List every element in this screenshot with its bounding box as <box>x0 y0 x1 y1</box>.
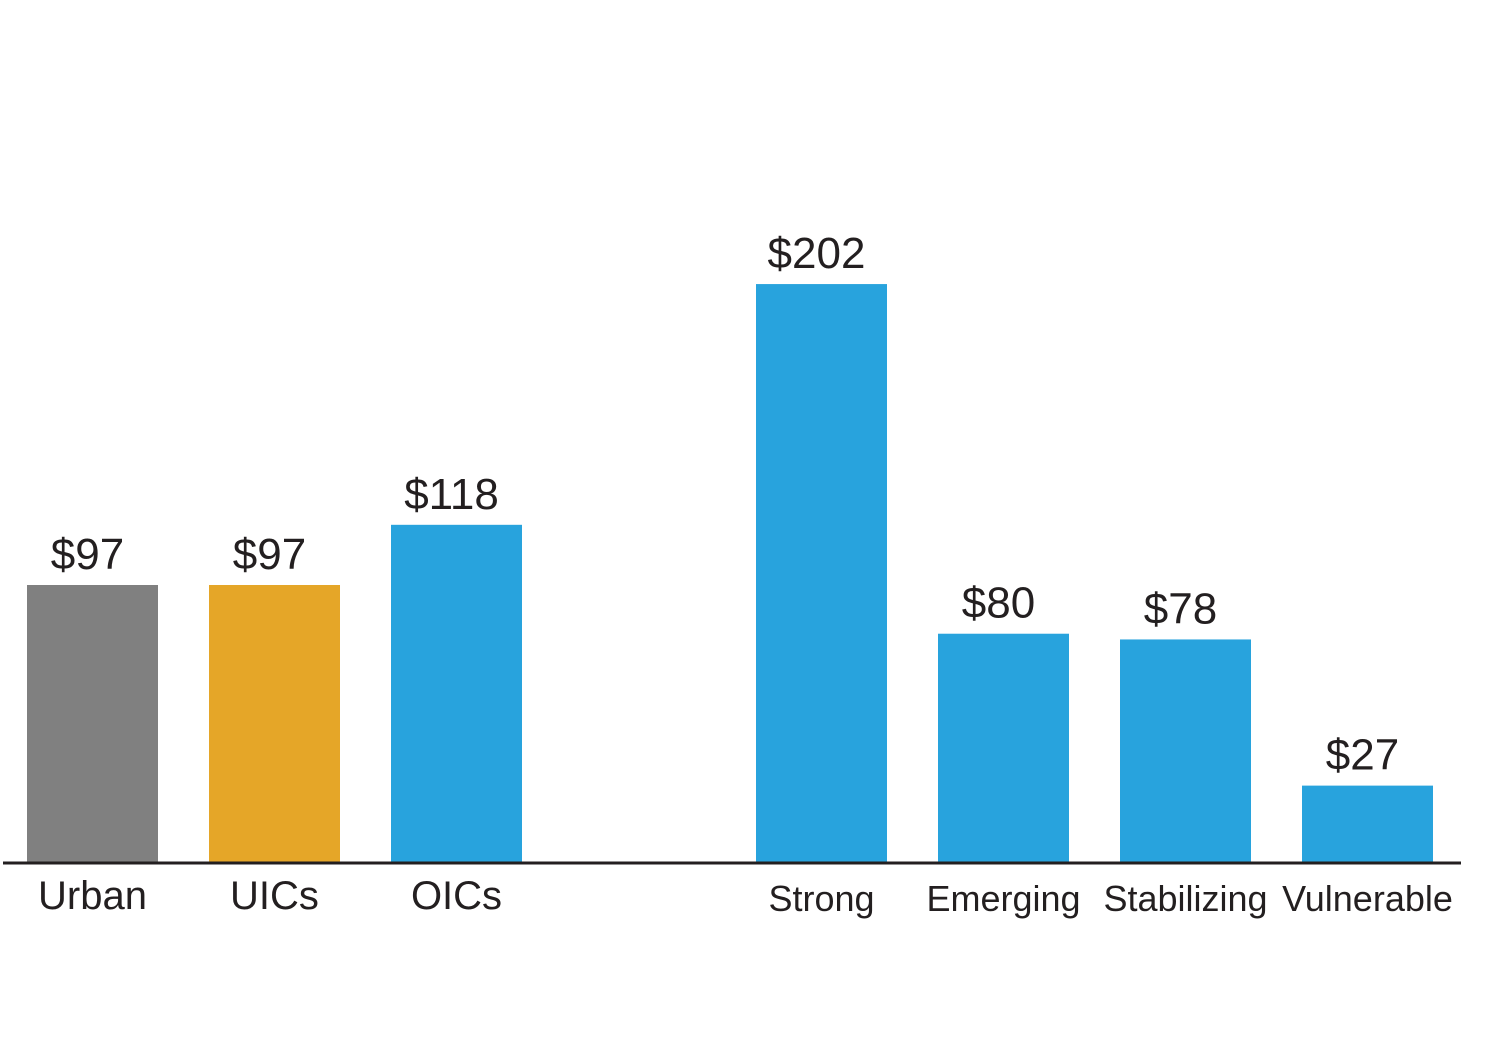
category-label-uics: UICs <box>230 874 319 918</box>
value-label-emerging: $80 <box>962 579 1035 628</box>
bar-urban <box>27 584 158 863</box>
value-label-uics: $97 <box>233 530 306 579</box>
bar-vulnerable <box>1302 785 1433 863</box>
category-label-strong: Strong <box>768 878 874 919</box>
value-label-urban: $97 <box>51 530 124 579</box>
value-label-strong: $202 <box>768 229 866 278</box>
category-label-stabilizing: Stabilizing <box>1103 878 1267 919</box>
value-label-vulnerable: $27 <box>1326 731 1399 780</box>
labels-layer: $97 Urban $97 UICs $118 OICs $202 Strong $80 Emer… <box>38 229 1453 919</box>
bars-layer <box>27 284 1433 863</box>
bar-stabilizing <box>1120 639 1251 863</box>
bar-emerging <box>938 633 1069 863</box>
category-label-urban: Urban <box>38 874 147 918</box>
value-label-stabilizing: $78 <box>1144 584 1217 633</box>
value-label-oics: $118 <box>404 470 499 519</box>
category-label-emerging: Emerging <box>926 878 1080 919</box>
bar-strong <box>756 284 887 863</box>
bar-oics <box>391 524 522 863</box>
bar-uics <box>209 584 340 863</box>
category-label-oics: OICs <box>411 874 502 918</box>
category-label-vulnerable: Vulnerable <box>1282 878 1453 919</box>
